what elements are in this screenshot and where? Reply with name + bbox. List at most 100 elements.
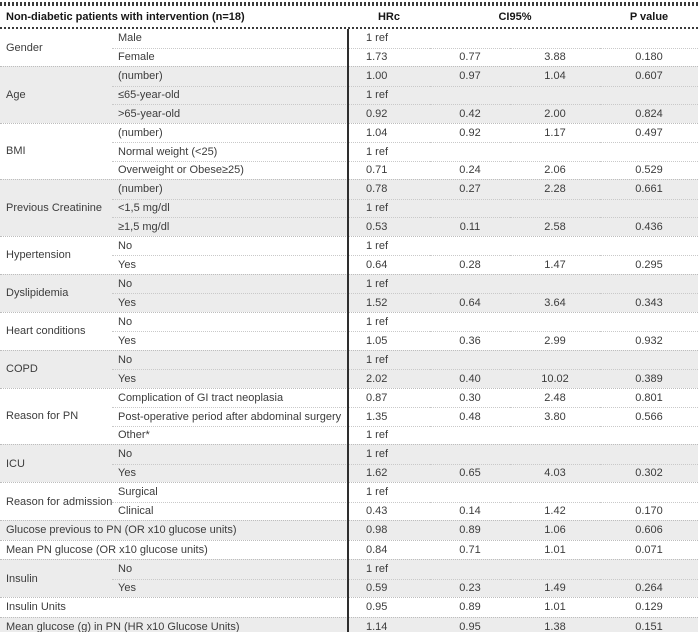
ci-low-cell bbox=[430, 351, 510, 370]
row-label-cell: Other* bbox=[112, 425, 348, 445]
hr-cell: 2.02 bbox=[348, 369, 430, 388]
ci-low-cell: 0.89 bbox=[459, 601, 481, 614]
hr-cell: 1 ref bbox=[366, 353, 389, 366]
hr-cell: 0.59 bbox=[348, 578, 430, 598]
hr-cell: 1.73 bbox=[348, 47, 430, 67]
hr-cell: 1.00 bbox=[366, 70, 388, 83]
ci-high-cell: 3.64 bbox=[510, 293, 600, 312]
p-value-cell: 0.264 bbox=[600, 578, 698, 598]
ci-low-cell bbox=[430, 275, 510, 294]
column-header-ci95: CI95% bbox=[498, 10, 532, 23]
row-label-cell: Yes bbox=[112, 255, 348, 274]
ci-low-cell: 0.71 bbox=[459, 543, 481, 556]
category-cell: COPD bbox=[6, 363, 38, 375]
category-cell: BMI bbox=[6, 145, 26, 158]
ci-high-cell: 3.80 bbox=[510, 407, 600, 426]
row-label-cell: (number) bbox=[118, 183, 163, 196]
p-value-cell: 0.295 bbox=[600, 255, 698, 274]
row-group: Reason for PN Complication of GI tract ne… bbox=[0, 387, 698, 445]
hr-cell: 1 ref bbox=[366, 563, 389, 576]
ci-high-cell: 3.88 bbox=[510, 47, 600, 67]
column-header-hrc: HRc bbox=[377, 10, 400, 23]
ci-low-cell: 0.40 bbox=[430, 369, 510, 388]
hr-cell: 1 ref bbox=[366, 32, 389, 45]
ci-high-cell: 2.58 bbox=[510, 217, 600, 236]
row-group: Age (number) 1.00 0.97 1.04 0.607 ≤65-year-old… bbox=[0, 66, 698, 123]
hr-cell: 1 ref bbox=[366, 486, 389, 499]
row-label-cell: No bbox=[118, 563, 133, 576]
hr-cell: 0.64 bbox=[348, 255, 430, 274]
row-group: Mean PN glucose (OR x10 glucose units) 0.… bbox=[0, 539, 698, 560]
category-cell: Gender bbox=[6, 41, 43, 54]
ci-high-cell bbox=[510, 425, 600, 445]
ci-low-cell: 0.30 bbox=[459, 391, 481, 404]
hr-cell: 1 ref bbox=[366, 239, 389, 252]
hr-cell: 1.35 bbox=[348, 407, 430, 426]
ci-high-cell: 1.17 bbox=[544, 126, 566, 139]
ci-high-cell: 1.49 bbox=[510, 578, 600, 598]
p-value-cell: 0.661 bbox=[635, 183, 663, 196]
ci-low-cell: 0.14 bbox=[430, 501, 510, 521]
row-label-cell: Overweight or Obese≥25) bbox=[112, 160, 348, 180]
ci-high-cell bbox=[510, 560, 600, 579]
row-group: BMI (number) 1.04 0.92 1.17 0.497 Normal weigh… bbox=[0, 122, 698, 180]
row-label-cell: No bbox=[118, 315, 133, 328]
row-group: COPD No 1 ref Yes 2.02 0.40 10.02 0.389 bbox=[0, 349, 698, 388]
ci-low-cell: 0.42 bbox=[430, 104, 510, 123]
ci-high-cell bbox=[510, 142, 600, 161]
ci-low-cell: 0.28 bbox=[430, 255, 510, 274]
hr-cell: 1 ref bbox=[366, 277, 389, 290]
p-value-cell: 0.436 bbox=[600, 217, 698, 236]
p-value-cell: 0.529 bbox=[600, 160, 698, 180]
hr-cell: 0.84 bbox=[366, 543, 388, 556]
ci-high-cell: 4.03 bbox=[510, 463, 600, 483]
p-value-cell: 0.071 bbox=[635, 543, 663, 556]
ci-high-cell bbox=[510, 85, 600, 105]
p-value-cell: 0.302 bbox=[600, 463, 698, 483]
ci-low-cell: 0.97 bbox=[459, 70, 481, 83]
ci-low-cell: 0.11 bbox=[430, 217, 510, 236]
row-label-cell: Yes bbox=[112, 331, 348, 350]
p-value-cell bbox=[600, 351, 698, 370]
p-value-cell: 0.389 bbox=[600, 369, 698, 388]
ci-high-cell bbox=[510, 313, 600, 332]
row-group: Reason for admission Surgical 1 ref Clinica… bbox=[0, 482, 698, 520]
p-value-cell bbox=[600, 142, 698, 161]
category-cell: ICU bbox=[6, 457, 25, 470]
p-value-cell: 0.180 bbox=[600, 47, 698, 67]
hr-cell: 1 ref bbox=[366, 315, 389, 328]
row-group: Heart conditions No 1 ref Yes 1.05 0.36 2.99 0.… bbox=[0, 311, 698, 350]
p-value-cell bbox=[600, 445, 698, 464]
row-label-cell: Normal weight (<25) bbox=[112, 142, 348, 161]
column-header-pvalue: P value bbox=[629, 10, 669, 23]
ci-high-cell: 1.38 bbox=[544, 620, 566, 632]
ci-low-cell bbox=[430, 445, 510, 464]
ci-low-cell: 0.95 bbox=[459, 620, 481, 632]
hr-cell: 0.43 bbox=[348, 501, 430, 521]
p-value-cell bbox=[600, 198, 698, 218]
p-value-cell bbox=[600, 237, 698, 256]
ci-low-cell: 0.24 bbox=[430, 160, 510, 180]
ci-high-cell: 1.04 bbox=[544, 70, 566, 83]
row-label-cell: (number) bbox=[118, 126, 163, 139]
ci-high-cell: 10.02 bbox=[510, 369, 600, 388]
ci-low-cell bbox=[430, 85, 510, 105]
ci-high-cell bbox=[510, 237, 600, 256]
row-label-cell: Yes bbox=[112, 293, 348, 312]
ci-high-cell: 1.42 bbox=[510, 501, 600, 521]
hr-cell: 1 ref bbox=[348, 425, 430, 445]
p-value-cell: 0.932 bbox=[600, 331, 698, 350]
p-value-cell: 0.801 bbox=[635, 391, 663, 404]
column-divider bbox=[347, 29, 349, 632]
ci-low-cell bbox=[430, 198, 510, 218]
ci-low-cell: 0.27 bbox=[459, 183, 481, 196]
row-label-cell: >65-year-old bbox=[112, 104, 348, 123]
row-label-cell: No bbox=[118, 277, 133, 290]
row-label-cell: Yes bbox=[112, 463, 348, 483]
hr-cell: 0.71 bbox=[348, 160, 430, 180]
ci-low-cell: 0.89 bbox=[459, 524, 481, 537]
ci-low-cell bbox=[430, 142, 510, 161]
hr-cell: 1.04 bbox=[366, 126, 388, 139]
row-label-cell: No bbox=[118, 353, 133, 366]
p-value-cell bbox=[600, 425, 698, 445]
